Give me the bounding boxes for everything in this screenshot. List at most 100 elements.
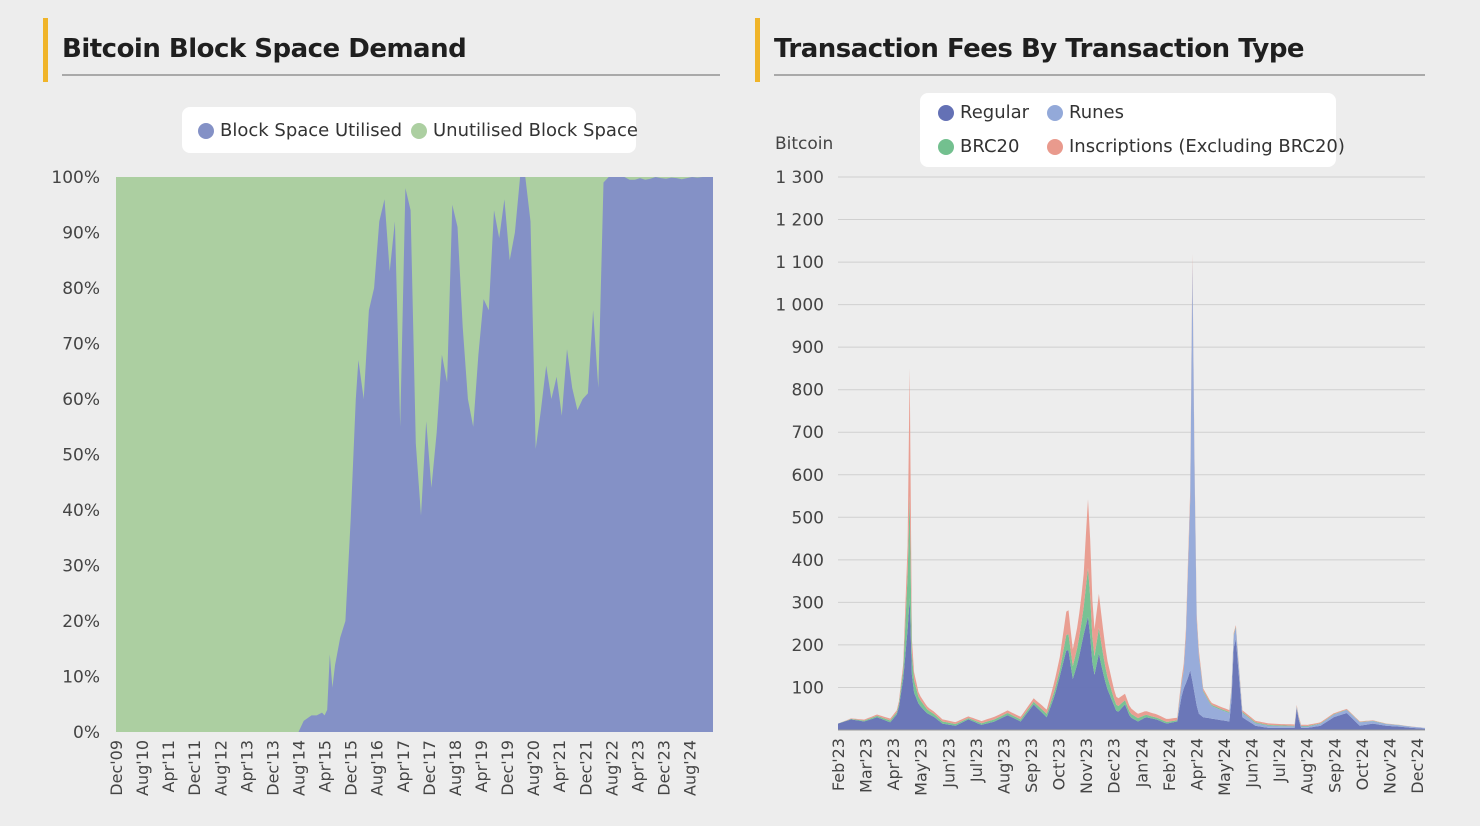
legend-label-runes: Runes <box>1069 102 1124 123</box>
legend-label-regular: Regular <box>960 102 1030 123</box>
y-tick-label: 600 <box>792 466 824 486</box>
x-tick-label: Jun'23 <box>939 738 958 789</box>
x-tick-label: Jul'24 <box>1270 738 1289 783</box>
x-tick-label: Sep'24 <box>1325 738 1344 793</box>
x-tick-label: Jun'24 <box>1243 738 1262 789</box>
y-tick-label: 90% <box>62 224 100 244</box>
y-tick-label: 1 100 <box>775 253 824 273</box>
x-tick-label: Dec'11 <box>185 740 204 796</box>
y-tick-label: 1 300 <box>775 168 824 188</box>
y-tick-label: 400 <box>792 551 824 571</box>
y-tick-label: 300 <box>792 593 824 613</box>
x-tick-label: Apr'13 <box>237 740 256 792</box>
x-tick-label: Aug'24 <box>681 740 700 796</box>
legend-swatch-brc20 <box>938 138 954 155</box>
legend-label-unutilised: Unutilised Block Space <box>433 120 638 141</box>
y-tick-label: 900 <box>792 338 824 358</box>
y-tick-label: 30% <box>62 557 100 577</box>
y-tick-label: 100 <box>792 678 824 698</box>
y-tick-label: 40% <box>62 501 100 521</box>
area-inscriptions <box>838 254 1425 728</box>
left-title-accent <box>43 18 48 82</box>
right-legend: Regular Runes BRC20 Inscriptions (Exclud… <box>920 93 1345 167</box>
x-tick-label: Oct'24 <box>1353 738 1372 790</box>
x-tick-label: Apr'11 <box>159 740 178 792</box>
y-tick-label: 1 200 <box>775 211 824 231</box>
x-tick-label: Dec'21 <box>576 740 595 796</box>
area-runes <box>838 262 1425 729</box>
y-tick-label: 20% <box>62 612 100 632</box>
x-tick-label: Dec'24 <box>1408 738 1427 794</box>
x-tick-label: Jul'23 <box>967 738 986 783</box>
x-tick-label: Apr'17 <box>394 740 413 792</box>
y-tick-label: 80% <box>62 279 100 299</box>
x-tick-label: Dec'17 <box>420 740 439 796</box>
legend-swatch-regular <box>938 104 954 121</box>
x-tick-label: Apr'21 <box>550 740 569 792</box>
x-tick-label: Dec'23 <box>654 740 673 796</box>
legend-item-runes[interactable]: Runes <box>1047 102 1124 123</box>
x-tick-label: May'23 <box>912 738 931 796</box>
y-tick-label: 200 <box>792 636 824 656</box>
x-tick-label: Nov'23 <box>1077 738 1096 794</box>
x-tick-label: Dec'09 <box>107 740 126 796</box>
x-tick-label: Nov'24 <box>1380 738 1399 794</box>
legend-item-unutilised[interactable]: Unutilised Block Space <box>411 120 638 141</box>
x-tick-label: May'24 <box>1215 738 1234 796</box>
left-panel: Bitcoin Block Space Demand Block Space U… <box>43 18 720 796</box>
x-tick-label: Aug'12 <box>211 740 230 796</box>
x-tick-label: Feb'24 <box>1160 738 1179 791</box>
legend-item-inscriptions[interactable]: Inscriptions (Excluding BRC20) <box>1047 136 1345 157</box>
legend-swatch-runes <box>1047 104 1063 121</box>
x-tick-label: Feb'23 <box>829 738 848 791</box>
right-title-accent <box>755 18 760 82</box>
legend-item-brc20[interactable]: BRC20 <box>938 136 1019 157</box>
y-tick-label: 60% <box>62 390 100 410</box>
x-tick-label: Dec'19 <box>498 740 517 796</box>
legend-item-utilised[interactable]: Block Space Utilised <box>198 120 402 141</box>
y-tick-label: 800 <box>792 381 824 401</box>
x-tick-label: Aug'10 <box>133 740 152 796</box>
x-tick-label: Apr'23 <box>884 738 903 790</box>
right-title-rule <box>774 74 1425 76</box>
left-legend: Block Space Utilised Unutilised Block Sp… <box>182 107 638 153</box>
x-tick-label: Sep'23 <box>1022 738 1041 793</box>
left-chart-title: Bitcoin Block Space Demand <box>62 34 467 64</box>
legend-swatch-utilised <box>198 122 214 139</box>
x-tick-label: Aug'20 <box>524 740 543 796</box>
y-tick-label: 500 <box>792 508 824 528</box>
legend-label-utilised: Block Space Utilised <box>220 120 403 141</box>
right-y-axis-label: Bitcoin <box>775 134 834 154</box>
legend-label-inscriptions: Inscriptions (Excluding BRC20) <box>1069 136 1345 157</box>
left-title-rule <box>62 74 720 76</box>
x-tick-label: Aug'24 <box>1298 738 1317 794</box>
right-panel: Transaction Fees By Transaction Type Reg… <box>740 0 1480 826</box>
x-tick-label: Apr'15 <box>316 740 335 792</box>
legend-item-regular[interactable]: Regular <box>938 102 1029 123</box>
left-chart: 0% 10% 20% 30% 40% 50% 60% 70% 80% 90% 100% Dec'09 A… <box>51 168 713 796</box>
y-tick-label: 1 000 <box>775 296 824 316</box>
legend-label-brc20: BRC20 <box>960 136 1020 157</box>
x-tick-label: Aug'14 <box>289 740 308 796</box>
y-tick-label: 0% <box>73 723 100 743</box>
x-tick-label: Mar'23 <box>857 738 876 793</box>
x-tick-label: Aug'18 <box>446 740 465 796</box>
x-tick-label: Oct'23 <box>1050 738 1069 790</box>
y-tick-label: 70% <box>62 335 100 355</box>
area-regular <box>838 598 1425 730</box>
y-tick-label: 50% <box>62 446 100 466</box>
x-tick-label: Aug'16 <box>368 740 387 796</box>
legend-swatch-unutilised <box>411 122 427 139</box>
x-tick-label: Apr'19 <box>472 740 491 792</box>
right-chart: 100 200 300 400 500 600 700 800 900 1 000 1 100 1 2… <box>775 168 1427 796</box>
y-tick-label: 700 <box>792 423 824 443</box>
y-tick-label: 10% <box>62 668 100 688</box>
x-tick-label: Jan'24 <box>1132 738 1151 788</box>
legend-swatch-inscriptions <box>1047 138 1063 155</box>
x-tick-label: Dec'13 <box>263 740 282 796</box>
x-tick-label: Apr'24 <box>1187 738 1206 790</box>
x-tick-label: Aug'23 <box>994 738 1013 794</box>
area-block-space-utilised <box>116 177 713 732</box>
x-tick-label: Dec'15 <box>342 740 361 796</box>
y-tick-label: 100% <box>51 168 100 188</box>
